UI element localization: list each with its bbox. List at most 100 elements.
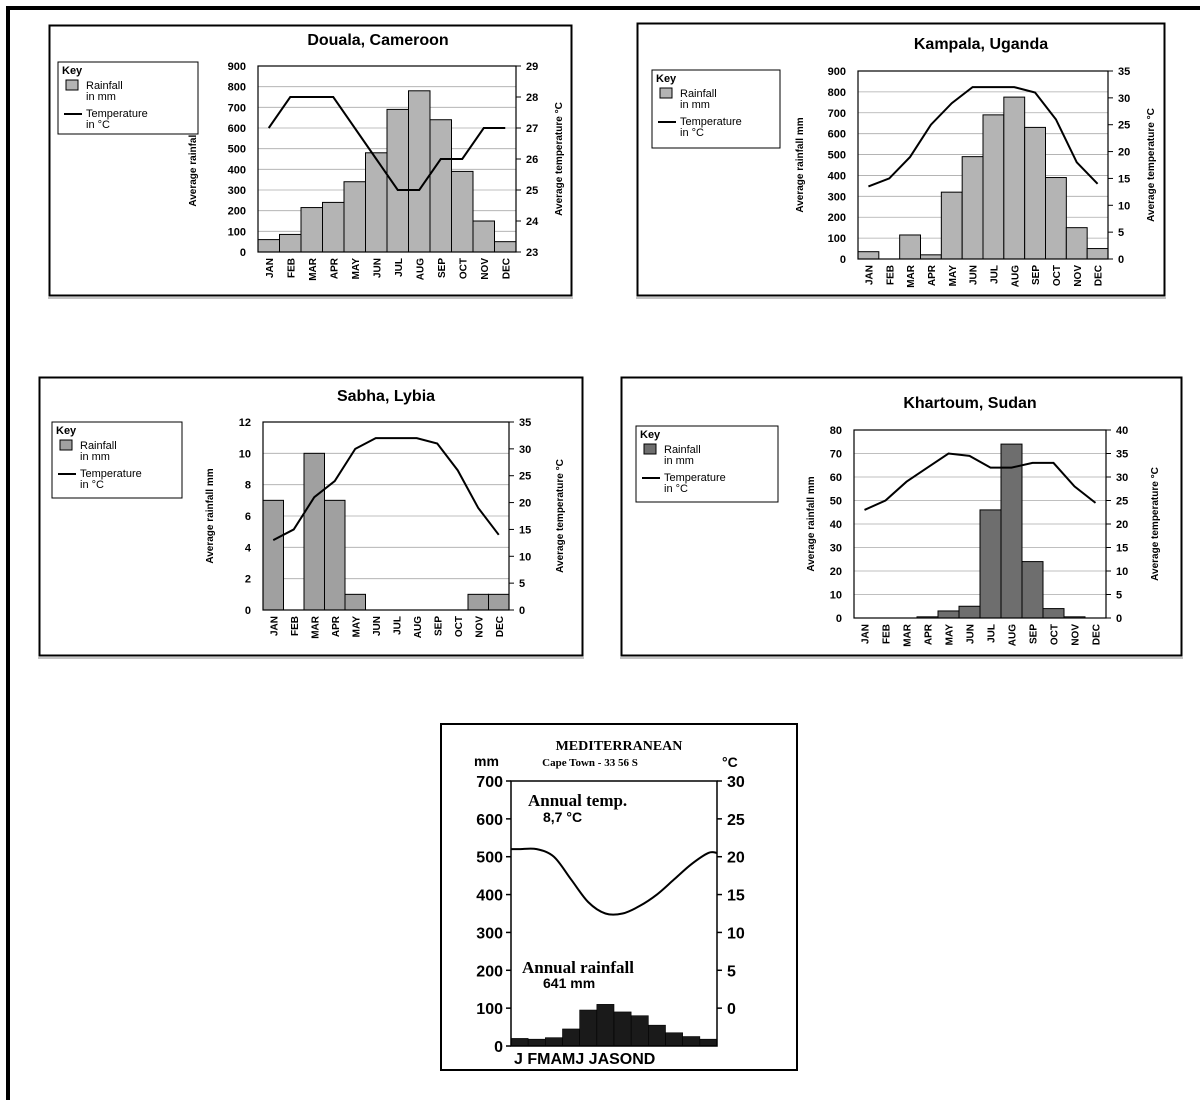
rainfall-bar	[1021, 561, 1044, 619]
key-rainfall-label-line2: in mm	[86, 91, 116, 103]
y2-tick-label: 10	[727, 925, 745, 942]
month-label: NOV	[474, 616, 485, 638]
annual-temp-label: Annual temp.	[528, 791, 627, 810]
chart-kampala: Kampala, Uganda0100200300400500600700800…	[636, 22, 1166, 299]
rainfall-bar	[322, 201, 345, 253]
key-rainfall-label: Rainfall	[680, 88, 717, 100]
y2-tick-label: 30	[727, 774, 745, 791]
key-rainfall-label: Rainfall	[86, 80, 123, 92]
y-tick-label: 700	[476, 774, 503, 791]
chart-title: Sabha, Lybia	[337, 388, 435, 405]
rainfall-bar	[940, 191, 963, 260]
month-label: JUL	[394, 258, 405, 277]
month-label: FEB	[290, 616, 301, 636]
month-label: JUN	[966, 624, 977, 644]
key-temperature-label-line2: in °C	[664, 483, 688, 495]
month-label: SEP	[437, 258, 448, 278]
rainfall-bar	[344, 593, 366, 611]
rainfall-bar	[408, 90, 431, 253]
key-box	[635, 425, 779, 503]
y-tick-label: 400	[828, 170, 846, 182]
rainfall-bar	[613, 1011, 632, 1047]
y-tick-label: 0	[836, 613, 842, 625]
key-temperature-label-line2: in °C	[680, 127, 704, 139]
chart-title: MEDITERRANEAN	[556, 739, 683, 754]
y-tick-label: 0	[840, 254, 846, 266]
month-label: SEP	[1031, 265, 1042, 285]
key-temperature-label: Temperature	[86, 108, 148, 120]
rainfall-bar	[665, 1032, 683, 1047]
month-label: MAR	[310, 615, 321, 639]
rainfall-bar	[300, 207, 323, 253]
rainfall-bar	[961, 156, 984, 260]
y-tick-label: 100	[476, 1001, 503, 1018]
y-tick-label: 40	[830, 519, 842, 531]
rainfall-bar	[682, 1036, 701, 1047]
y-unit-label: mm	[474, 753, 499, 769]
chart-douala: Douala, Cameroon 0 100 200 300 400 500 600 700 80…	[48, 24, 573, 299]
key-rainfall-label: Rainfall	[80, 440, 117, 452]
month-label: DEC	[495, 616, 506, 637]
y2-tick-label: 0	[1116, 613, 1122, 625]
month-label: OCT	[1052, 265, 1063, 286]
y-tick-label: 10	[830, 590, 842, 602]
month-label: JUL	[392, 616, 403, 635]
y2-axis-label: Average temperature °C	[1146, 108, 1157, 222]
month-label: JUL	[989, 265, 1000, 284]
key-rainfall-label-line2: in mm	[664, 455, 694, 467]
rainfall-bar	[1045, 177, 1067, 260]
rainfall-bar	[343, 181, 366, 253]
y2-tick-label: 30	[1116, 472, 1128, 484]
y-tick-label: 80	[830, 425, 842, 437]
month-label: APR	[329, 257, 340, 279]
x-axis-month-labels: J FMAMJ JASOND	[514, 1051, 655, 1068]
y-tick-label: 800	[228, 82, 246, 94]
y-tick-label: 700	[828, 108, 846, 120]
rainfall-bar	[510, 1038, 529, 1047]
y-tick-label: 0	[245, 605, 251, 617]
temperature-curve	[511, 847, 718, 916]
annual-rain-label: Annual rainfall	[522, 958, 634, 977]
y2-axis-label: Average temperature °C	[555, 459, 566, 573]
y2-tick-label: 5	[727, 963, 736, 980]
y-tick-label: 70	[830, 449, 842, 461]
key-rainfall-swatch	[65, 79, 79, 91]
page-frame	[6, 6, 1200, 1100]
rainfall-bar	[648, 1024, 666, 1047]
y2-tick-label: 0	[1118, 254, 1124, 266]
key-heading: Key	[56, 425, 77, 437]
month-label: OCT	[454, 616, 465, 637]
rainfall-bar	[365, 152, 388, 253]
y2-tick-label: 30	[519, 444, 531, 456]
rainfall-bar	[1065, 227, 1088, 260]
y2-tick-label: 5	[519, 578, 525, 590]
chart-title: Douala, Cameroon	[307, 32, 448, 49]
rainfall-bar	[451, 170, 474, 253]
chart-khartoum: Khartoum, Sudan 0 10 20 30 40 50 60 70 80 0 5 10 15 20…	[620, 376, 1183, 659]
chart-frame	[620, 376, 1183, 657]
month-label: APR	[927, 264, 938, 286]
key-rainfall-swatch	[643, 443, 657, 455]
y2-tick-label: 27	[526, 123, 538, 135]
y-tick-label: 60	[830, 472, 842, 484]
rainfall-bar	[596, 1004, 615, 1047]
rainfall-bar	[324, 499, 346, 611]
y-tick-label: 0	[240, 247, 246, 259]
y2-unit-label: °C	[722, 754, 738, 770]
y-tick-label: 200	[476, 963, 503, 980]
rainfall-bar	[920, 254, 942, 260]
chart-sabha: Sabha, Lybia 0 2 4 6 8 10 12 0 5 10 15 20 25 30 35 JAN FE…	[38, 376, 584, 659]
y2-tick-label: 35	[1116, 449, 1128, 461]
y2-tick-label: 25	[727, 812, 745, 829]
rainfall-bar	[1042, 608, 1065, 619]
chart-title: Khartoum, Sudan	[903, 395, 1036, 412]
y-tick-label: 2	[245, 574, 251, 586]
y2-tick-label: 5	[1118, 227, 1124, 239]
key-rainfall-swatch	[659, 87, 673, 99]
key-temperature-label-line2: in °C	[80, 479, 104, 491]
y-axis-label: Average rainfall mm	[806, 476, 817, 571]
chart-title: Kampala, Uganda	[914, 36, 1048, 53]
month-label: MAY	[351, 258, 362, 280]
rainfall-bar	[958, 605, 981, 619]
month-label: JUN	[969, 265, 980, 285]
